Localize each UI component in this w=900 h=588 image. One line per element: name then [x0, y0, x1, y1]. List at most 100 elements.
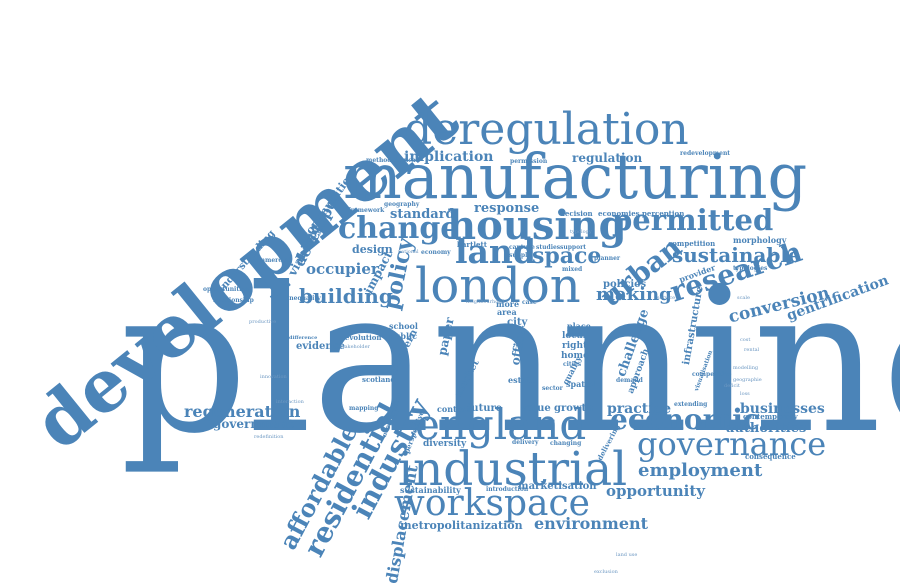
word-typology: typology: [570, 229, 592, 235]
word-difference: difference: [289, 335, 318, 341]
word-sustainable: sustainable: [672, 243, 801, 267]
word-land-use: land use: [616, 552, 638, 558]
word-future: future: [467, 403, 503, 414]
word-mapping: mapping: [349, 405, 379, 412]
word-economic: economic: [610, 403, 760, 436]
word-marketisation: marketisation: [518, 481, 597, 492]
word-redevelopment: redevelopment: [680, 150, 731, 157]
word-industrial: industrial: [398, 442, 628, 497]
word-studies: studies: [536, 244, 561, 251]
word-deficit: deficit: [724, 383, 740, 389]
word-changing: changing: [550, 440, 582, 447]
word-diversity: diversity: [423, 439, 467, 449]
word-context: context: [437, 404, 471, 414]
word-opportunities: opportunities: [203, 286, 249, 293]
word-standard: standard: [390, 207, 455, 222]
word-supply: supply: [509, 252, 531, 259]
word-modelling: modelling: [733, 365, 759, 371]
word-permission: permission: [510, 158, 548, 165]
word-introduction: introduction: [486, 486, 529, 493]
word-policies: policies: [603, 279, 647, 290]
word-commercial: commercial: [251, 257, 291, 264]
word-growth: growth: [554, 403, 594, 414]
word-right: right: [562, 341, 588, 351]
word-framework: framework: [348, 207, 385, 214]
word-rental: rental: [744, 347, 760, 353]
word-economy: economy: [421, 249, 451, 256]
word-city: city: [507, 317, 528, 328]
word-building: building: [299, 284, 393, 308]
word-strategy: strategy: [362, 365, 399, 375]
word-regulation: regulation: [572, 151, 643, 165]
word-value: value: [521, 403, 551, 414]
word-case: case: [522, 299, 537, 306]
word-bartlett: bartlett: [457, 240, 487, 249]
word-opportunity: opportunity: [606, 482, 705, 500]
word-authorities: authorities: [726, 421, 807, 436]
word-consequence: consequence: [745, 452, 796, 461]
word-spatial: spatial: [566, 379, 597, 389]
word-contemporary: contemporary: [743, 412, 798, 421]
word-design: design: [352, 243, 393, 256]
word-employment: employment: [638, 460, 763, 481]
word-loss: loss: [740, 391, 750, 397]
word-competition: competition: [668, 239, 716, 248]
word-neighbourhood: neighbourhood: [466, 299, 505, 305]
word-support: support: [560, 244, 587, 251]
word-planner: planner: [594, 255, 621, 262]
word-geography: geography: [384, 201, 420, 208]
word-businesses: businesses: [740, 401, 825, 417]
word-devolution: devolution: [340, 333, 382, 342]
word-environment: environment: [534, 514, 649, 533]
word-redefinition: redefinition: [254, 434, 284, 440]
word-implication: implication: [404, 149, 494, 165]
word-national: national: [398, 249, 419, 255]
word-public: public: [389, 331, 417, 341]
word-relationship: relationship: [213, 297, 254, 304]
word-estate: estate: [508, 375, 536, 385]
word-mixed: mixed: [562, 266, 583, 273]
word-sustainability: sustainability: [400, 485, 461, 495]
word-land: land: [455, 232, 536, 271]
word-school: school: [389, 321, 418, 331]
word-manufacturing: manufacturing: [343, 140, 808, 213]
word-methodological: methodological: [366, 157, 419, 164]
word-delivery: delivery: [512, 439, 539, 446]
word-practice: practice: [607, 401, 671, 417]
word-london: london: [415, 258, 581, 314]
word-cost: cost: [740, 337, 751, 343]
word-morphology: morphology: [733, 235, 787, 245]
word-local: local: [562, 331, 587, 341]
word-extending: extending: [674, 401, 708, 408]
word-more: more: [496, 299, 520, 309]
word-evidence: evidence: [296, 341, 346, 352]
word-competitive: competitive: [692, 371, 732, 378]
word-occupier: occupier: [306, 260, 379, 278]
word-innovation: innovation: [260, 374, 287, 380]
word-change: change: [338, 211, 460, 246]
word-inequality: inequality: [287, 295, 321, 302]
word-service: service: [657, 295, 676, 301]
word-permitted: permitted: [612, 203, 774, 237]
word-scotland: scotland: [362, 375, 396, 384]
word-decision: decision: [560, 209, 593, 218]
word-england: england: [415, 400, 587, 449]
word-economies: economies: [598, 209, 640, 218]
word-productive: productive: [249, 319, 277, 325]
word-governance: governance: [637, 425, 827, 463]
word-making: making: [596, 284, 672, 305]
word-stakeholder: stakeholder: [340, 344, 370, 350]
word-place: place: [567, 321, 591, 331]
word-interaction: interaction: [276, 399, 304, 405]
word-workspace: workspace: [394, 483, 590, 524]
word-sector: sector: [542, 385, 563, 392]
word-geographie: geographie: [733, 377, 762, 383]
word-scale: scale: [737, 295, 750, 301]
word-housing: housing: [447, 202, 627, 249]
word-space: space: [532, 243, 602, 269]
word-area: area: [497, 307, 517, 317]
word-planning: planning: [120, 245, 900, 478]
word-demand: demand: [616, 377, 643, 384]
word-typologies: typologies: [733, 265, 768, 272]
